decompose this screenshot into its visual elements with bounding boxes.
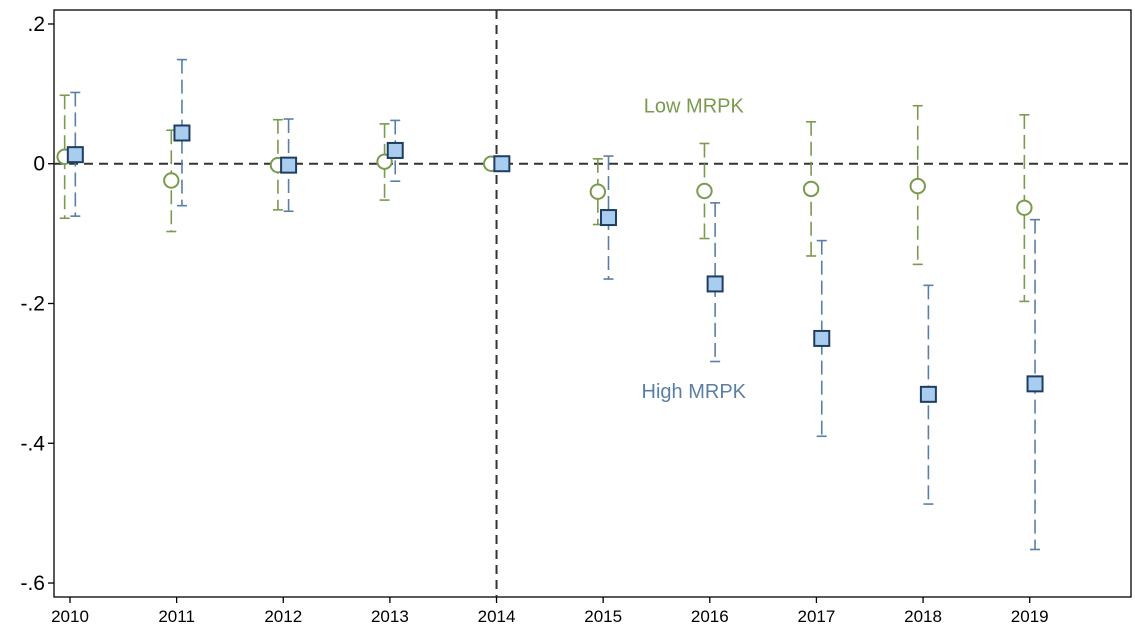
reference-lines bbox=[54, 10, 1131, 597]
x-axis: 2010 2011 2012 2013 2014 2015 2016 2017 2018 2019 bbox=[51, 597, 1049, 626]
data-point-square bbox=[813, 329, 831, 347]
series-high-mrpk bbox=[70, 58, 1041, 551]
x-tick-label: 2016 bbox=[691, 607, 729, 626]
data-point-square bbox=[280, 156, 298, 174]
plot-frame bbox=[53, 9, 1132, 598]
data-point-circle bbox=[1016, 199, 1033, 216]
x-tick-label: 2011 bbox=[158, 607, 195, 626]
data-point-square bbox=[386, 141, 404, 159]
data-point-circle bbox=[163, 172, 180, 189]
y-tick-label: -.2 bbox=[20, 293, 45, 316]
y-tick-label: .2 bbox=[27, 13, 45, 36]
y-tick-label: 0 bbox=[33, 153, 45, 176]
series-label: Low MRPK bbox=[644, 96, 745, 118]
x-tick-label: 2012 bbox=[264, 607, 302, 626]
data-point-square bbox=[919, 385, 937, 403]
x-tick-label: 2014 bbox=[478, 607, 516, 626]
y-tick-label: -.4 bbox=[20, 432, 45, 455]
y-axis: .2 0 -.2 -.4 -.6 bbox=[20, 13, 54, 595]
plot-area bbox=[53, 9, 1132, 598]
x-tick-label: 2015 bbox=[584, 607, 622, 626]
markers-low-mrpk bbox=[56, 148, 1033, 216]
series-layer bbox=[56, 58, 1044, 551]
x-tick-label: 2010 bbox=[51, 607, 89, 626]
data-point-circle bbox=[589, 183, 607, 200]
x-tick-label: 2013 bbox=[371, 607, 409, 626]
markers-high-mrpk bbox=[66, 124, 1044, 403]
series-low-mrpk bbox=[59, 94, 1030, 303]
data-point-square bbox=[706, 275, 724, 293]
data-point-circle bbox=[909, 177, 926, 195]
x-tick-label: 2017 bbox=[798, 607, 836, 626]
y-tick-label: -.6 bbox=[20, 572, 45, 595]
data-point-square bbox=[66, 146, 84, 164]
data-point-square bbox=[173, 124, 191, 142]
x-tick-label: 2019 bbox=[1011, 607, 1049, 626]
data-point-square bbox=[599, 209, 617, 227]
x-tick-label: 2018 bbox=[904, 607, 942, 626]
data-point-circle bbox=[802, 180, 820, 198]
data-point-square bbox=[1026, 375, 1044, 393]
data-point-circle bbox=[696, 182, 713, 200]
data-point-square bbox=[493, 155, 511, 173]
series-label: High MRPK bbox=[642, 381, 747, 403]
annotations: Low MRPK High MRPK bbox=[642, 96, 747, 403]
